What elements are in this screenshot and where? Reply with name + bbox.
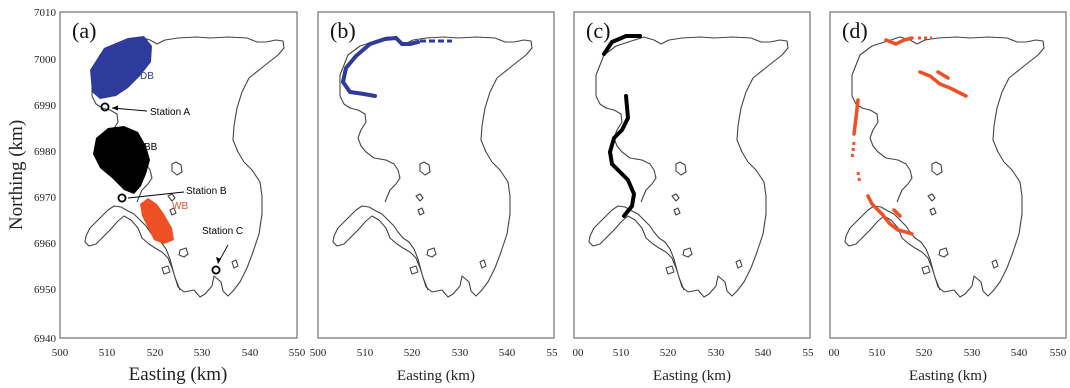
wb-shoreline-extent <box>852 36 968 236</box>
station-b-label: Station B <box>186 186 227 197</box>
db-shoreline-extent <box>340 35 420 98</box>
y-tick: 7000 <box>34 54 57 66</box>
panel-b-frame <box>317 11 555 339</box>
x-tick: 500 <box>52 347 69 359</box>
panel-c: (c) 00 510 520 530 540 55 Easting (km) <box>573 11 815 384</box>
x-tick: 510 <box>357 347 374 359</box>
x-tick: 520 <box>404 347 421 359</box>
y-tick: 6980 <box>34 146 57 158</box>
panel-d-label: (d) <box>842 18 868 43</box>
x-tick: 00 <box>573 347 585 359</box>
panel-d-x-ticks: 00 510 520 530 540 550 <box>829 347 1067 359</box>
panel-d-frame <box>829 11 1067 339</box>
x-tick: 530 <box>452 347 469 359</box>
x-tick: 55 <box>803 347 815 359</box>
x-tick: 00 <box>829 347 841 359</box>
x-tick: 540 <box>499 347 516 359</box>
wb-label: WB <box>172 201 188 212</box>
bb-label: BB <box>144 142 158 153</box>
bb-basin <box>93 126 150 194</box>
x-tick: 510 <box>869 347 886 359</box>
panel-b-x-ticks: 500 510 520 530 540 55 <box>310 347 558 359</box>
x-tick: 55 <box>547 347 559 359</box>
station-c-label: Station C <box>202 226 243 237</box>
x-tick: 520 <box>660 347 677 359</box>
panel-b-coastline <box>332 36 533 298</box>
y-tick: 6940 <box>34 333 57 345</box>
panel-b: (b) 500 510 520 530 540 55 Easting (km) <box>310 11 558 384</box>
station-a-label: Station A <box>150 107 190 118</box>
panel-a: DB BB WB Station A Station B Station C (… <box>6 7 306 385</box>
wb-basin <box>140 198 174 244</box>
panel-d: (d) 00 510 520 530 540 550 Easting (km) <box>829 11 1067 384</box>
x-tick: 520 <box>147 347 164 359</box>
x-tick: 540 <box>1011 347 1028 359</box>
db-basin <box>90 36 152 99</box>
panel-c-x-ticks: 00 510 520 530 540 55 <box>573 347 815 359</box>
y-tick: 6950 <box>34 284 57 296</box>
x-tick: 500 <box>310 347 327 359</box>
x-tick: 530 <box>964 347 981 359</box>
x-tick: 510 <box>613 347 630 359</box>
bb-shoreline-extent <box>602 34 642 218</box>
x-tick: 550 <box>1050 347 1067 359</box>
panel-c-label: (c) <box>586 18 610 43</box>
db-label: DB <box>140 71 154 82</box>
panel-c-x-axis-title: Easting (km) <box>653 368 731 384</box>
panel-c-coastline <box>588 36 789 298</box>
wb-shoreline-dashes <box>850 36 932 185</box>
y-tick: 7010 <box>34 7 57 19</box>
y-tick: 6960 <box>34 238 57 250</box>
panel-d-x-axis-title: Easting (km) <box>909 368 987 384</box>
station-a-arrowhead <box>112 105 118 111</box>
y-tick: 6970 <box>34 192 57 204</box>
x-tick: 510 <box>99 347 116 359</box>
station-b-marker <box>117 193 127 203</box>
panel-a-x-axis-title: Easting (km) <box>129 364 228 385</box>
x-tick: 520 <box>916 347 933 359</box>
panel-a-x-ticks: 500 510 520 530 540 550 <box>52 347 306 359</box>
station-a-marker <box>100 102 110 112</box>
panel-b-x-axis-title: Easting (km) <box>397 368 475 384</box>
x-tick: 540 <box>242 347 259 359</box>
y-axis-title: Northing (km) <box>6 120 27 230</box>
panel-c-frame <box>573 11 811 339</box>
y-axis-ticks: 7010 7000 6990 6980 6970 6960 6950 6940 <box>34 7 57 345</box>
y-tick: 6990 <box>34 100 57 112</box>
station-c-marker <box>211 265 221 275</box>
x-tick: 540 <box>755 347 772 359</box>
panel-a-frame <box>59 11 298 339</box>
station-c-arrowhead <box>216 257 221 264</box>
panel-a-label: (a) <box>72 18 96 43</box>
x-tick: 530 <box>708 347 725 359</box>
x-tick: 550 <box>289 347 306 359</box>
panel-b-label: (b) <box>330 18 356 43</box>
station-b-leader <box>127 191 185 199</box>
x-tick: 530 <box>194 347 211 359</box>
